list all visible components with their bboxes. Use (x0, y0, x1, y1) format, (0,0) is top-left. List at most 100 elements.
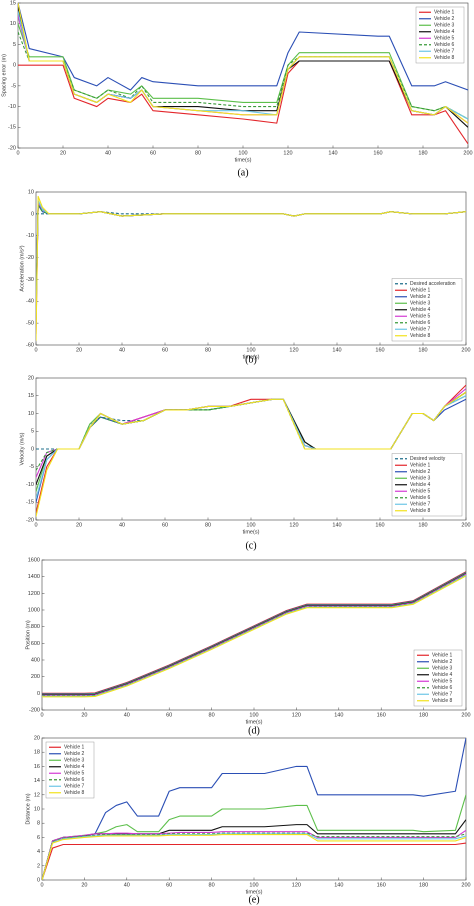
y-tick-label: -40 (26, 299, 34, 305)
legend-label: Vehicle 2 (410, 294, 431, 300)
y-tick-label: 1200 (28, 591, 40, 597)
y-tick-label: 20 (28, 375, 34, 381)
x-tick-label: 0 (16, 150, 19, 156)
y-tick-label: 1000 (28, 607, 40, 613)
legend-label: Vehicle 5 (410, 489, 431, 495)
y-tick-label: 10 (34, 806, 40, 812)
legend-label: Vehicle 8 (410, 508, 431, 514)
y-tick-label: 800 (31, 624, 40, 630)
legend-label: Vehicle 7 (410, 502, 431, 508)
legend-label: Vehicle 6 (410, 320, 431, 326)
y-tick-label: 16 (34, 764, 40, 770)
legend-label: Vehicle 8 (434, 55, 455, 61)
x-tick-label: 80 (205, 347, 211, 353)
legend-label: Vehicle 7 (434, 49, 455, 55)
y-tick-label: 400 (31, 657, 40, 663)
x-tick-label: 140 (332, 347, 341, 353)
legend-label: Vehicle 1 (410, 288, 431, 294)
y-tick-label: 5 (13, 42, 16, 48)
x-axis-label: time(s) (235, 157, 252, 163)
x-tick-label: 0 (40, 882, 43, 888)
x-tick-label: 120 (283, 150, 292, 156)
y-axis-label: Acceleration (m/s²) (19, 245, 25, 291)
series-line (42, 842, 466, 880)
legend-label: Vehicle 7 (64, 784, 85, 790)
legend-label: Vehicle 1 (434, 10, 455, 16)
x-tick-label: 20 (81, 712, 87, 718)
y-tick-label: 5 (31, 429, 34, 435)
y-tick-label: 10 (28, 411, 34, 417)
legend-label: Vehicle 7 (432, 692, 453, 698)
series-line (42, 575, 466, 698)
x-tick-label: 100 (249, 882, 258, 888)
y-tick-label: 10 (28, 189, 34, 195)
x-tick-label: 140 (334, 712, 343, 718)
x-tick-label: 0 (34, 522, 37, 528)
legend-label: Vehicle 6 (64, 777, 85, 783)
y-tick-label: -60 (26, 342, 34, 348)
y-tick-label: -10 (26, 482, 34, 488)
x-tick-label: 20 (76, 347, 82, 353)
y-tick-label: -20 (26, 517, 34, 523)
series-line (18, 3, 468, 91)
x-tick-label: 180 (419, 882, 428, 888)
x-axis-label: time(s) (246, 889, 263, 895)
legend-label: Vehicle 3 (64, 758, 85, 764)
chart-panel: 0 20 40 60 80 100 120 140 160 180 200 -20 -15 -10 -5 0 5… (1, 0, 472, 178)
y-tick-label: 10 (10, 21, 16, 27)
x-tick-label: 120 (292, 712, 301, 718)
caption: (d) (248, 725, 260, 736)
legend-box (413, 649, 463, 707)
x-tick-label: 180 (418, 150, 427, 156)
legend-label: Desired acceleration (410, 281, 456, 287)
x-tick-label: 200 (461, 522, 470, 528)
caption: (c) (245, 540, 256, 551)
x-tick-label: 40 (105, 150, 111, 156)
x-tick-label: 120 (289, 522, 298, 528)
series-line (42, 829, 466, 880)
chart-panel: 0 20 40 60 80 100 120 140 160 180 200-60-50-40-30-… (19, 189, 470, 365)
y-axis-label: Velocity (m/s) (19, 432, 25, 465)
y-tick-label: -50 (26, 321, 34, 327)
x-tick-label: 160 (377, 882, 386, 888)
series-group (18, 3, 468, 145)
legend-label: Vehicle 4 (410, 482, 431, 488)
y-tick-label: -10 (26, 233, 34, 239)
x-axis-label: time(s) (243, 354, 260, 360)
x-tick-label: 160 (375, 522, 384, 528)
x-tick-label: 20 (81, 882, 87, 888)
x-tick-label: 140 (334, 882, 343, 888)
chart-panel: 0 20 40 60 80 100 120 140 160 180 200-200020040060… (25, 557, 470, 736)
y-axis-label: Position (m) (25, 620, 31, 650)
x-tick-label: 140 (328, 150, 337, 156)
x-tick-label: 120 (289, 347, 298, 353)
y-axis-label: Spacing error (m) (1, 54, 7, 97)
y-tick-label: -15 (26, 500, 34, 506)
caption: (b) (245, 354, 257, 365)
x-tick-label: 140 (332, 522, 341, 528)
y-tick-label: 18 (34, 750, 40, 756)
x-tick-label: 100 (238, 150, 247, 156)
y-tick-label: 0 (31, 211, 34, 217)
legend-label: Vehicle 2 (432, 659, 453, 665)
y-tick-label: 20 (34, 735, 40, 741)
legend-label: Vehicle 4 (410, 307, 431, 313)
series-group (42, 738, 466, 880)
series-line (42, 832, 466, 880)
y-tick-label: -5 (11, 83, 16, 89)
x-tick-label: 200 (461, 712, 470, 718)
x-tick-label: 80 (195, 150, 201, 156)
x-tick-label: 180 (419, 712, 428, 718)
legend-label: Vehicle 4 (432, 672, 453, 678)
x-tick-label: 40 (119, 522, 125, 528)
y-tick-label: 200 (31, 674, 40, 680)
legend-label: Vehicle 8 (410, 333, 431, 339)
legend-label: Vehicle 1 (432, 653, 453, 659)
y-tick-label: 1600 (28, 557, 40, 563)
y-tick-label: 15 (10, 0, 16, 6)
